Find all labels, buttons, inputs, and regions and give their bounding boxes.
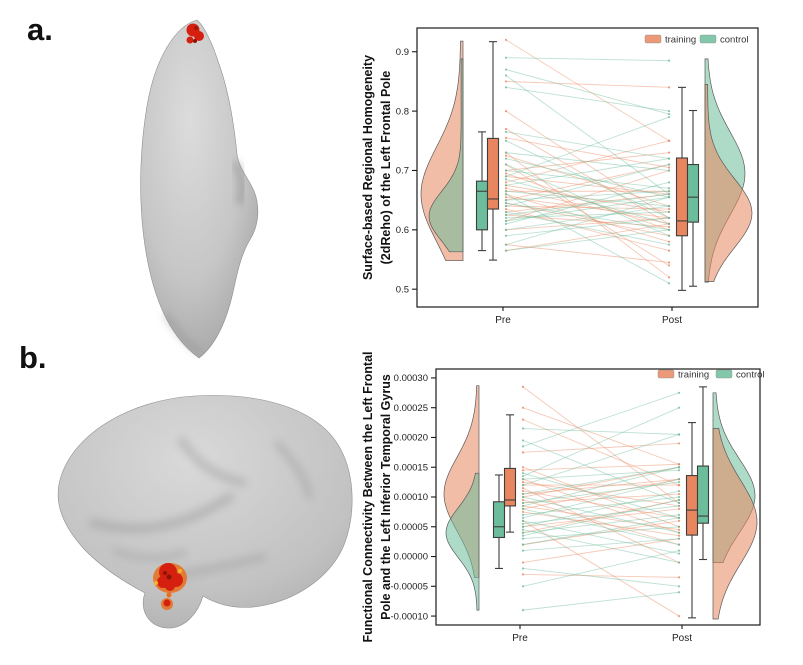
boxplot-pre-training (486, 41, 500, 261)
activation-cluster-frontal-pole (186, 23, 204, 44)
y-tick-label: 0.8 (396, 106, 409, 117)
y-axis: -0.00010 -0.00005 0.00000 0.00005 0.00010 0.0… (390, 373, 436, 622)
legend: training control (644, 34, 749, 46)
y-tick-label: 0.5 (396, 284, 409, 295)
legend-label-training: training (665, 35, 696, 46)
violin-left-control (445, 472, 480, 611)
y-axis-title-line: Pole and the Left Inferior Temporal Gyru… (379, 374, 393, 620)
legend-swatch-training (644, 34, 662, 44)
legend: training control (657, 369, 765, 381)
violin-left-control (428, 58, 464, 253)
x-tick-label: Post (662, 315, 682, 326)
y-axis-title-line: Surface-based Regional Homogeneity (361, 55, 375, 280)
brain-a-surface (140, 19, 259, 359)
x-tick-label: Pre (495, 315, 511, 326)
y-tick-label: -0.00010 (390, 611, 428, 622)
brain-superior-view-image (140, 19, 259, 359)
panel-label-a: a. (27, 12, 53, 47)
boxplot-post-control (686, 109, 700, 287)
raincloud-chart-fc: -0.00010 -0.00005 0.00000 0.00005 0.00010 0.0… (361, 352, 765, 645)
boxplot-post-control (696, 386, 710, 561)
y-tick-label: 0.00000 (394, 552, 428, 563)
y-tick-label: 0.00020 (394, 433, 428, 444)
boxplot-pre-control (492, 474, 506, 569)
legend-swatch-training (657, 369, 675, 379)
violin-right-training (712, 428, 758, 620)
brain-lateral-view-image (57, 395, 353, 629)
y-axis-title-line: (2dReho) of the Left Frontal Pole (379, 71, 393, 265)
plot-border (416, 27, 759, 308)
legend-swatch-control (699, 34, 717, 44)
legend-label-training: training (678, 370, 709, 381)
activation-cluster-inferior-temporal (153, 563, 187, 610)
violins (443, 385, 758, 620)
plot-border (435, 368, 761, 626)
legend-swatch-control (715, 369, 733, 379)
legend-label-control: control (736, 370, 765, 381)
y-axis-title-line: Functional Connectivity Between the Left… (361, 352, 375, 643)
x-tick-label: Pre (512, 633, 528, 644)
y-tick-label: 0.6 (396, 225, 409, 236)
boxplots (492, 386, 710, 619)
boxplot-pre-training (503, 414, 517, 533)
y-tick-label: 0.00010 (394, 492, 428, 503)
y-axis: 0.5 0.6 0.7 0.8 0.9 (396, 47, 417, 295)
y-tick-label: 0.00030 (394, 373, 428, 384)
raincloud-chart-reho: 0.5 0.6 0.7 0.8 0.9 Pre Post Surface-based Regi… (361, 27, 759, 326)
y-tick-label: 0.9 (396, 47, 409, 58)
y-tick-label: -0.00005 (390, 582, 428, 593)
brain-a-bottom-shading (162, 312, 202, 355)
brain-a-notch-shading (231, 160, 246, 206)
x-axis: Pre Post (495, 307, 682, 326)
violins (420, 40, 753, 283)
boxplot-pre-control (475, 131, 489, 252)
x-axis: Pre Post (512, 625, 692, 644)
boxplots (475, 41, 700, 291)
paired-subject-lines (521, 385, 681, 618)
y-tick-label: 0.00025 (394, 403, 428, 414)
panel-label-b: b. (19, 340, 47, 375)
y-tick-label: 0.7 (396, 166, 409, 177)
boxplot-post-training (685, 422, 699, 619)
y-tick-label: 0.00005 (394, 522, 428, 533)
violin-right-training (704, 84, 753, 282)
y-tick-label: 0.00015 (394, 462, 428, 473)
boxplot-post-training (675, 86, 689, 291)
paired-subject-lines (504, 38, 671, 285)
x-tick-label: Post (672, 633, 692, 644)
legend-label-control: control (720, 35, 749, 46)
